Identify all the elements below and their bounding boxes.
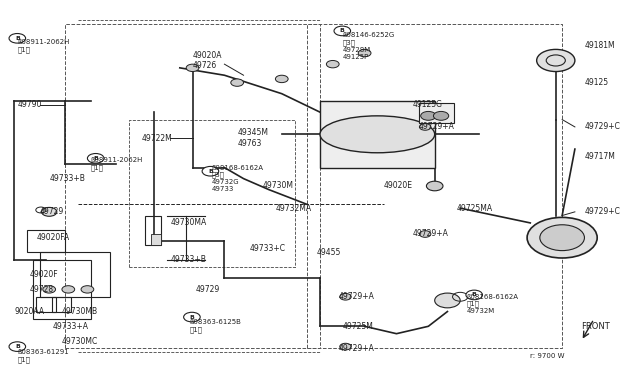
Bar — [36, 297, 56, 311]
Text: 49733+B: 49733+B — [170, 255, 206, 264]
Circle shape — [62, 286, 75, 293]
Text: 49717M: 49717M — [584, 152, 615, 161]
Text: 49730M: 49730M — [262, 182, 294, 190]
Circle shape — [81, 286, 94, 293]
Circle shape — [358, 49, 371, 57]
Text: 49729+A: 49729+A — [412, 230, 448, 238]
Text: 49733+A: 49733+A — [52, 322, 88, 331]
Bar — [27, 230, 65, 253]
Text: ß08146-6252G
（3）
49728M
49125P: ß08146-6252G （3） 49728M 49125P — [342, 32, 394, 60]
Circle shape — [433, 112, 449, 120]
Circle shape — [466, 290, 483, 300]
Circle shape — [42, 208, 57, 216]
Text: 49020F: 49020F — [30, 270, 59, 279]
Text: B: B — [340, 28, 345, 33]
Text: 49455: 49455 — [317, 248, 341, 257]
Circle shape — [9, 342, 26, 352]
Text: 49345M
49763: 49345M 49763 — [237, 128, 268, 148]
Text: ß08168-6162A
（3）
49732G
49733: ß08168-6162A （3） 49732G 49733 — [212, 165, 264, 192]
Text: 49125G: 49125G — [412, 100, 442, 109]
Text: 49020FA: 49020FA — [36, 233, 70, 242]
Text: 49729: 49729 — [196, 285, 220, 294]
Circle shape — [186, 64, 199, 71]
Text: 49725MA: 49725MA — [457, 203, 493, 213]
Circle shape — [419, 124, 431, 130]
Text: 49020E: 49020E — [384, 182, 413, 190]
Bar — [320, 101, 435, 167]
Text: r: 9700 W: r: 9700 W — [531, 353, 564, 359]
Circle shape — [419, 231, 431, 237]
Text: ß08363-61291
（1）: ß08363-61291 （1） — [17, 349, 69, 363]
Text: 49730MA: 49730MA — [170, 218, 207, 227]
Circle shape — [420, 112, 436, 120]
Circle shape — [537, 49, 575, 71]
Text: 49729+C: 49729+C — [584, 207, 620, 217]
Text: 49725M: 49725M — [342, 322, 373, 331]
Ellipse shape — [320, 116, 435, 153]
Circle shape — [340, 294, 351, 300]
Circle shape — [540, 225, 584, 251]
Text: 49729: 49729 — [40, 207, 64, 217]
Text: B: B — [15, 344, 20, 349]
Bar — [40, 253, 109, 297]
Text: B: B — [93, 156, 98, 161]
Circle shape — [184, 312, 200, 322]
Text: 49732MA: 49732MA — [275, 203, 312, 213]
Text: B: B — [15, 36, 20, 41]
Text: 49181M: 49181M — [584, 41, 615, 50]
Text: 49730MC: 49730MC — [62, 337, 98, 346]
Text: 9020AA: 9020AA — [14, 307, 44, 316]
Bar — [151, 234, 161, 245]
Circle shape — [340, 343, 351, 350]
Text: 49729+A: 49729+A — [339, 344, 375, 353]
Text: 49020A
49726: 49020A 49726 — [193, 51, 222, 70]
Circle shape — [334, 26, 351, 36]
Text: 49125: 49125 — [584, 78, 609, 87]
Text: 49730MB: 49730MB — [62, 307, 98, 316]
Circle shape — [435, 293, 460, 308]
Text: 49728: 49728 — [30, 285, 54, 294]
Circle shape — [326, 61, 339, 68]
Text: 49729+A: 49729+A — [419, 122, 454, 131]
Text: B: B — [189, 315, 195, 320]
Text: ß08911-2062H
（1）: ß08911-2062H （1） — [17, 39, 70, 52]
Circle shape — [231, 79, 244, 86]
Text: 49729+A: 49729+A — [339, 292, 375, 301]
Circle shape — [426, 181, 443, 191]
Text: 49733+C: 49733+C — [250, 244, 286, 253]
Text: ß08363-6125B
（1）: ß08363-6125B （1） — [189, 320, 241, 333]
Text: ß08911-2062H
（1）: ß08911-2062H （1） — [91, 157, 143, 171]
Text: ß08168-6162A
（1）
49732M: ß08168-6162A （1） 49732M — [467, 294, 518, 314]
Text: 49729+C: 49729+C — [584, 122, 620, 131]
Text: B: B — [472, 292, 477, 298]
Text: 49790: 49790 — [17, 100, 42, 109]
Bar — [419, 103, 454, 123]
Circle shape — [9, 33, 26, 43]
Circle shape — [88, 154, 104, 163]
Circle shape — [202, 166, 219, 176]
Bar — [145, 215, 161, 245]
Bar — [33, 260, 91, 319]
Bar — [52, 297, 72, 311]
Text: B: B — [208, 169, 213, 174]
Circle shape — [275, 75, 288, 83]
Text: FRONT: FRONT — [581, 322, 610, 331]
Circle shape — [43, 286, 56, 293]
Circle shape — [527, 217, 597, 258]
Text: 49722M: 49722M — [141, 134, 172, 142]
Text: 49733+B: 49733+B — [49, 174, 85, 183]
